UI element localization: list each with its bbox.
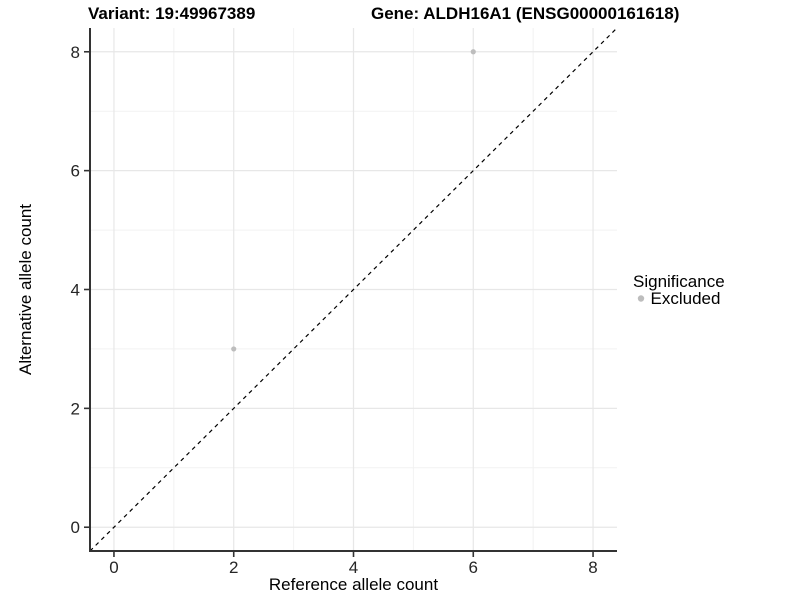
x-axis-title: Reference allele count <box>269 575 438 594</box>
y-tick-label: 8 <box>71 43 80 62</box>
y-axis-title: Alternative allele count <box>16 204 35 375</box>
x-tick-label: 6 <box>469 558 478 577</box>
legend-entry-label: Excluded <box>651 289 721 308</box>
gene-title: Gene: ALDH16A1 (ENSG00000161618) <box>371 4 680 23</box>
x-tick-label: 8 <box>588 558 597 577</box>
plot-panel: 0 2 4 6 8 0 2 4 6 8 <box>71 27 618 577</box>
y-tick-label: 6 <box>71 162 80 181</box>
identity-line <box>89 27 618 552</box>
x-tick-label: 4 <box>349 558 358 577</box>
x-tick-label: 0 <box>109 558 118 577</box>
y-tick-label: 2 <box>71 399 80 418</box>
y-tick-label: 4 <box>71 281 80 300</box>
legend: Significance Excluded <box>633 272 725 308</box>
legend-key-dot <box>637 295 645 302</box>
y-tick-label: 0 <box>71 518 80 537</box>
legend-title: Significance <box>633 272 725 291</box>
data-point <box>470 49 476 55</box>
data-point <box>231 346 237 352</box>
x-tick-label: 2 <box>229 558 238 577</box>
variant-title: Variant: 19:49967389 <box>88 4 256 23</box>
